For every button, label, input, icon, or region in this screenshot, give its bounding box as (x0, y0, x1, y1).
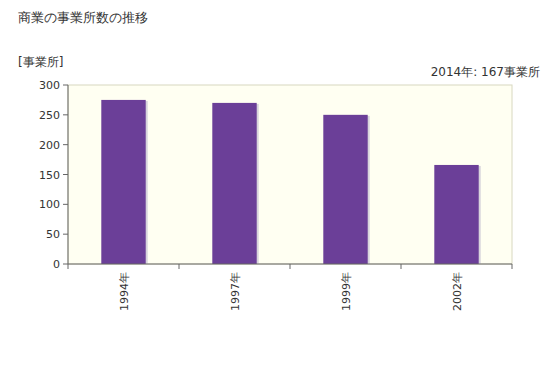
y-tick (63, 144, 68, 145)
y-tick-label: 150 (39, 169, 60, 182)
y-tick-label: 50 (46, 228, 60, 241)
y-axis-label: [事業所] (18, 55, 63, 69)
y-tick (63, 204, 68, 205)
annotation: 2014年: 167事業所 (431, 65, 540, 79)
y-tick (63, 114, 68, 115)
bar (434, 165, 478, 264)
x-tick-label: 1997年 (229, 272, 242, 311)
y-tick-label: 0 (53, 258, 60, 271)
x-tick (512, 264, 513, 269)
y-tick (63, 234, 68, 235)
y-tick-label: 200 (39, 139, 60, 152)
y-tick-label: 300 (39, 79, 60, 92)
x-tick (290, 264, 291, 269)
y-tick (63, 85, 68, 86)
bar (323, 115, 367, 264)
y-tick-label: 100 (39, 198, 60, 211)
y-tick (63, 264, 68, 265)
y-axis (68, 85, 69, 264)
chart: 商業の事業所数の推移 [事業所] 2014年: 167事業所 0 50 100 150 200… (0, 0, 560, 366)
x-tick-label: 1994年 (118, 272, 131, 311)
bars (101, 100, 480, 264)
x-tick-label: 1999年 (340, 272, 353, 311)
y-tick (63, 174, 68, 175)
x-tick-label: 2002年 (451, 272, 464, 311)
y-tick-label: 250 (39, 109, 60, 122)
x-tick (401, 264, 402, 269)
x-tick (68, 264, 69, 269)
title: 商業の事業所数の推移 (18, 10, 148, 25)
bar (101, 100, 145, 264)
plot-area (68, 85, 512, 264)
x-tick (179, 264, 180, 269)
bar (212, 103, 256, 264)
